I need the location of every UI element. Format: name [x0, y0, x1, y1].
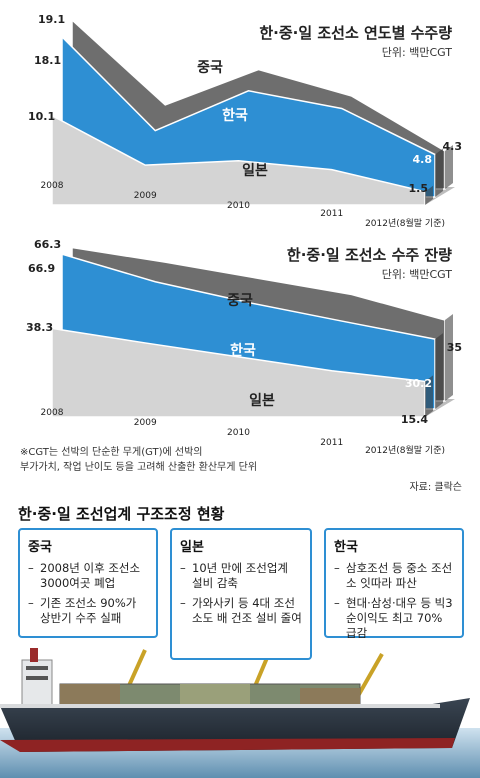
value-label-last: 1.5 [409, 182, 429, 195]
section-title: 한·중·일 조선업계 구조조정 현황 [18, 505, 225, 523]
backlog-svg: 한·중·일 조선소 수주 잔량 단위: 백만CGT 중국 66.3 35 한국 66.9… [26, 238, 462, 456]
x-tick-label: 2008 [41, 181, 64, 191]
box-item: 10년 만에 조선업계 설비 감축 [180, 561, 302, 591]
value-label-first: 18.1 [34, 54, 61, 67]
series-label: 한국 [230, 343, 256, 359]
box-item: 가와사키 등 4대 조선소도 배 건조 설비 줄여 [180, 596, 302, 626]
source-label: 자료: 클락슨 [409, 482, 462, 493]
korea-box: 한국 삼호조선 등 중소 조선소 잇따라 파산 현대·삼성·대우 등 빅3 순이… [324, 528, 464, 641]
china-box: 중국 2008년 이후 조선소 3000여곳 폐업 기존 조선소 90%가 상반… [18, 528, 158, 638]
chart-title: 한·중·일 조선소 연도별 수주량 [259, 24, 452, 42]
order-volume-chart: 한·중·일 조선소 연도별 수주량 단위: 백만CGT 중국 19.1 4.3 한국 1… [0, 0, 480, 235]
value-label-first: 66.3 [34, 238, 61, 251]
x-tick-label: 2010 [227, 428, 250, 438]
box-item: 2008년 이후 조선소 3000여곳 폐업 [28, 561, 148, 591]
x-tick-label: 2011 [320, 438, 343, 448]
series-side-중국 [445, 314, 453, 401]
value-label-last: 30.2 [405, 377, 432, 390]
note-line: ※CGT는 선박의 단순한 무게(GT)에 선박의 [20, 447, 203, 458]
restructuring-section: 한·중·일 조선업계 구조조정 현황 [0, 500, 480, 778]
series-side-한국 [435, 333, 443, 409]
x-tick-label: 2009 [134, 418, 157, 428]
value-label-last: 35 [447, 341, 462, 354]
series-side-중국 [445, 144, 453, 189]
box-item: 삼호조선 등 중소 조선소 잇따라 파산 [334, 561, 454, 591]
x-tick-label: 2011 [320, 209, 343, 219]
japan-box: 일본 10년 만에 조선업계 설비 감축 가와사키 등 4대 조선소도 배 건조… [170, 528, 312, 660]
value-label-last: 15.4 [401, 413, 428, 426]
x-tick-label: 2012년(8월말 기준) [365, 444, 445, 456]
series-label: 한국 [222, 108, 248, 124]
box-heading: 중국 [28, 540, 52, 555]
chart-unit: 단위: 백만CGT [382, 268, 452, 281]
value-label-first: 19.1 [38, 13, 65, 26]
x-tick-label: 2008 [41, 408, 64, 418]
value-label-first: 10.1 [28, 110, 55, 123]
box-heading: 한국 [334, 540, 358, 555]
order-volume-svg: 한·중·일 조선소 연도별 수주량 단위: 백만CGT 중국 19.1 4.3 한국 1… [28, 13, 463, 229]
x-tick-label: 2010 [227, 201, 250, 211]
box-item: 현대·삼성·대우 등 빅3 순이익도 최고 70% 급감 [334, 596, 454, 641]
value-label-first: 66.9 [28, 262, 55, 275]
series-label: 중국 [227, 293, 253, 309]
series-side-한국 [435, 148, 443, 197]
box-item: 기존 조선소 90%가 상반기 수주 실패 [28, 596, 148, 626]
chart-title: 한·중·일 조선소 수주 잔량 [287, 246, 452, 264]
cgt-note: ※CGT는 선박의 단순한 무게(GT)에 선박의 부가가치, 작업 난이도 등… [20, 445, 440, 475]
chart-unit: 단위: 백만CGT [382, 46, 452, 59]
cargo-ship-illustration [0, 640, 480, 778]
note-line: 부가가치, 작업 난이도 등을 고려해 산출한 환산무게 단위 [20, 462, 258, 473]
series-label: 일본 [242, 163, 268, 179]
backlog-chart: 한·중·일 조선소 수주 잔량 단위: 백만CGT 중국 66.3 35 한국 66.9… [0, 235, 480, 500]
series-side-일본 [425, 375, 433, 417]
x-tick-label: 2009 [134, 191, 157, 201]
series-label: 일본 [249, 393, 275, 409]
value-label-last: 4.8 [413, 153, 433, 166]
x-tick-label: 2012년(8월말 기준) [365, 217, 445, 229]
series-label: 중국 [197, 60, 223, 76]
box-heading: 일본 [180, 540, 204, 555]
value-label-first: 38.3 [26, 321, 53, 334]
value-label-last: 4.3 [443, 140, 463, 153]
series-side-일본 [425, 185, 433, 205]
